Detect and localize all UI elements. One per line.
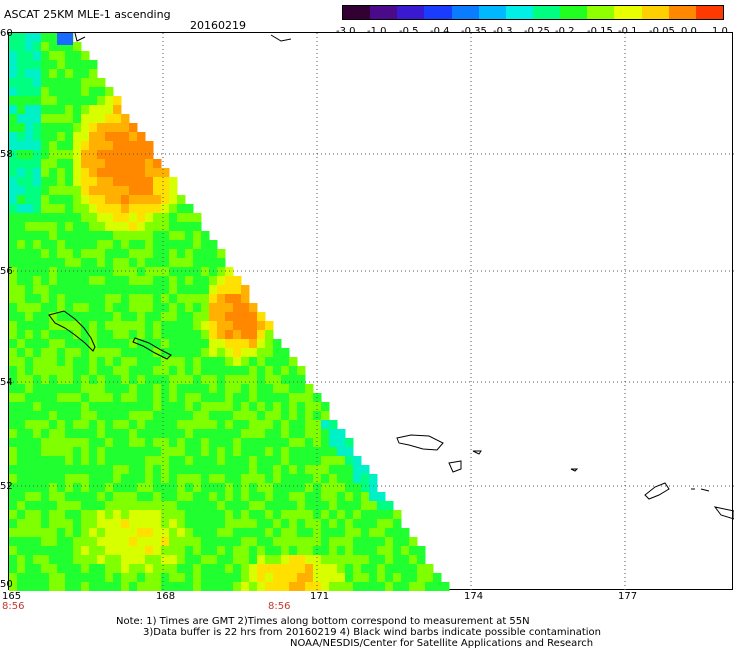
colorbar-label: -0.3 (493, 26, 513, 38)
lat-label-56: 56 (0, 266, 13, 277)
colorbar-label: 0.0 (681, 26, 697, 38)
lon-label-165: 165 (2, 591, 22, 602)
colorbar-label: -0.4 (430, 26, 450, 38)
colorbar-segment (641, 6, 669, 19)
colorbar-label: -0.2 (555, 26, 575, 38)
colorbar-segment (478, 6, 506, 19)
colorbar-label: -0.05 (649, 26, 675, 38)
colorbar-segment (370, 6, 398, 19)
colorbar-label: -0.5 (399, 26, 419, 38)
colorbar-segment (695, 6, 723, 19)
colorbar-segment (505, 6, 533, 19)
lat-label-60: 60 (0, 28, 13, 39)
lat-label-58: 58 (0, 149, 13, 160)
lon-label-177: 177 (618, 591, 638, 602)
coastlines (48, 33, 734, 520)
colorbar-label: -3.0 (336, 26, 356, 38)
colorbar-label: -1.0 (367, 26, 387, 38)
colorbar-segment (560, 6, 588, 19)
map-date: 20160219 (190, 19, 246, 32)
colorbar-segment (397, 6, 425, 19)
lat-label-50: 50 (0, 579, 13, 590)
colorbar-segment (587, 6, 615, 19)
colorbar-label: -0.1 (618, 26, 638, 38)
colorbar-label: -0.15 (587, 26, 613, 38)
map-title: ASCAT 25KM MLE-1 ascending (4, 8, 171, 21)
map-grid (9, 33, 734, 591)
colorbar-label: -0.25 (524, 26, 550, 38)
lat-label-54: 54 (0, 377, 13, 388)
lon-label-174: 174 (464, 591, 484, 602)
lon-label-168: 168 (156, 591, 176, 602)
colorbar-segment (343, 6, 371, 19)
map-plot (8, 32, 734, 591)
colorbar-segment (424, 6, 452, 19)
swath-data (9, 33, 450, 591)
colorbar-segment (668, 6, 696, 19)
note-line-1: Note: 1) Times are GMT 2)Times along bot… (116, 616, 530, 627)
note-line-3: NOAA/NESDIS/Center for Satellite Applica… (290, 638, 594, 649)
lon-label-171: 171 (310, 591, 330, 602)
time-label-mid: 8:56 (268, 601, 291, 612)
colorbar-label: -0.35 (461, 26, 487, 38)
colorbar-segment (614, 6, 642, 19)
note-line-2: 3)Data buffer is 22 hrs from 20160219 4)… (143, 627, 601, 638)
colorbar-segment (451, 6, 479, 19)
colorbar-label: 1.0 (712, 26, 728, 38)
colorbar-segment (532, 6, 561, 19)
lat-label-52: 52 (0, 481, 13, 492)
colorbar (342, 5, 724, 20)
time-label-left: 8:56 (2, 601, 25, 612)
